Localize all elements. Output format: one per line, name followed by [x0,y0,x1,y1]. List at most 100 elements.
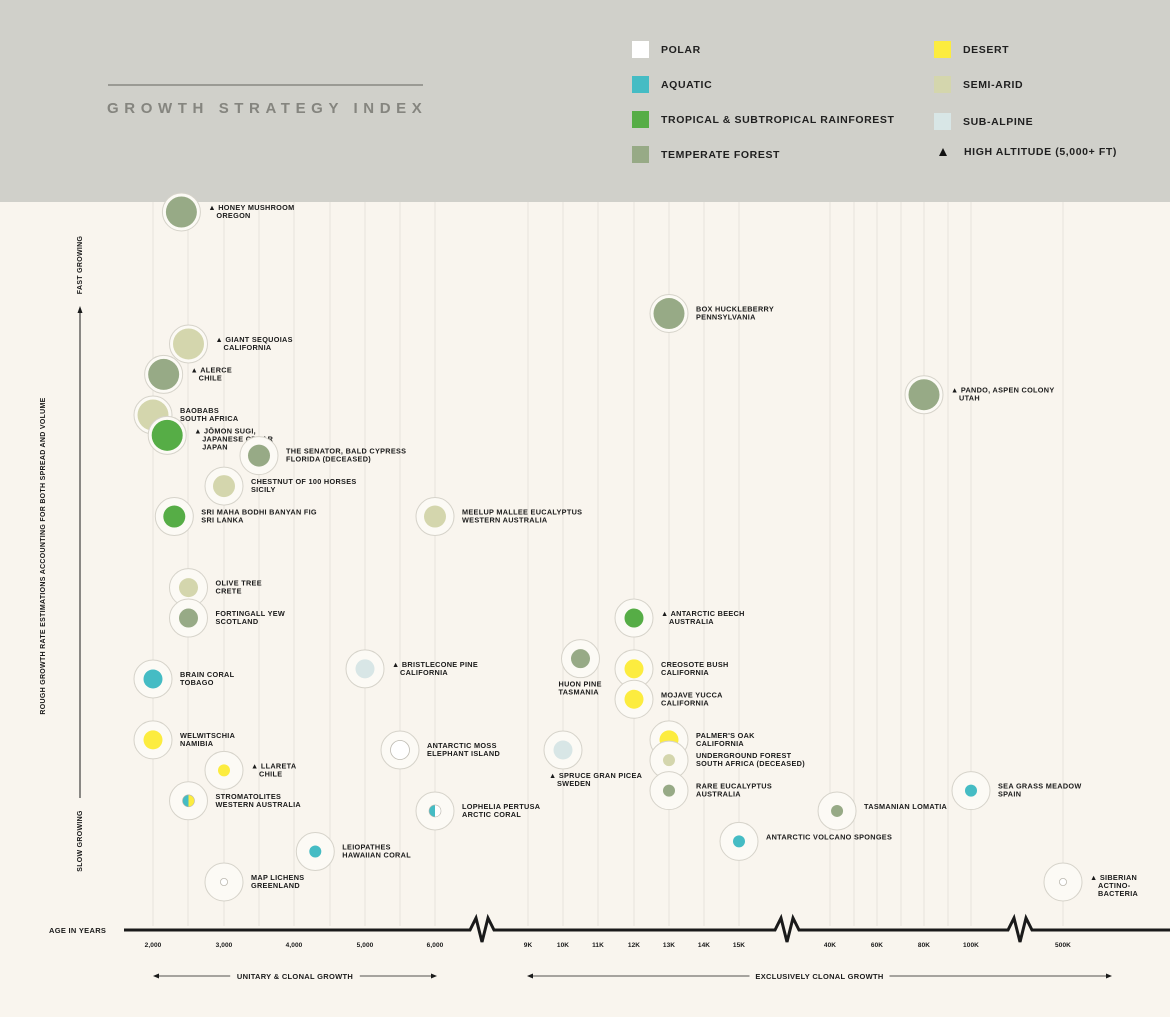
range-exclusively-clonal-label-bg [749,971,890,981]
point-label-place: UTAH [959,394,980,403]
point-label-place: SOUTH AFRICA (DECEASED) [696,759,805,768]
legend-label: SEMI-ARID [963,78,1024,91]
x-tick-label: 100K [963,942,979,949]
point-label-place: CALIFORNIA [696,739,744,748]
point-label-place: ARCTIC CORAL [462,810,521,819]
legend-item-semi-arid: SEMI-ARID [934,76,1023,93]
point-label-place: ELEPHANT ISLAND [427,749,500,758]
point-marker [624,608,644,628]
y-bottom-label: SLOW GROWING [77,810,84,872]
point-marker [965,784,977,797]
point-label-name: LOPHELIA PERTUSA [462,802,541,811]
tropical-rainforest-swatch-icon [632,111,649,128]
point-label-name: HUON PINE [559,680,602,689]
y-top-label: FAST GROWING [77,236,84,295]
data-point: TASMANIAN LOMATIA [817,791,947,831]
point-marker [165,196,197,228]
point-marker-left [429,804,435,817]
temperate-forest-swatch-icon [632,146,649,163]
point-label-place: CALIFORNIA [224,343,272,352]
point-label-name: BRAIN CORAL [180,670,235,679]
point-label-name: ANTARCTIC VOLCANO SPONGES [766,832,892,841]
point-label-name: OLIVE TREE [216,579,262,588]
point-label-place: CRETE [216,587,242,596]
point-label-place: SICILY [251,485,276,494]
point-label-name: MEELUP MALLEE EUCALYPTUS [462,508,582,517]
x-axis-label: AGE IN YEARS [49,926,106,935]
point-label-place: AUSTRALIA [669,617,714,626]
point-label-place: SOUTH AFRICA [180,414,239,423]
desert-swatch-icon [934,41,951,58]
point-marker [390,740,410,760]
point-marker [624,659,644,679]
point-marker-right [435,804,441,817]
x-tick-label: 60K [871,942,883,949]
legend-label: POLAR [661,43,701,56]
point-marker [663,784,675,797]
point-label-name: BAOBABS [180,406,219,415]
point-label-name: ▲ SPRUCE GRAN PICEA [549,771,643,780]
x-tick-label: 40K [824,942,836,949]
point-label-name: ANTARCTIC MOSS [427,741,497,750]
point-marker [1059,878,1068,887]
legend-item-desert: DESERT [934,41,1009,58]
point-label-place: SRI LANKA [201,516,244,525]
x-tick-label: 5,000 [357,942,374,949]
point-label-place: AUSTRALIA [696,790,741,799]
legend-item-high-altitude: HIGH ALTITUDE (5,000+ FT) [934,146,1117,158]
point-marker [248,444,270,467]
axes: AGE IN YEARS 2,000 3,000 4,000 5,000 6,000 9K 1… [40,236,1170,981]
point-label-place: CALIFORNIA [661,668,709,677]
x-tick-label: 6,000 [427,942,444,949]
point-label-place: JAPAN [202,442,228,451]
legend-label: TROPICAL & SUBTROPICAL RAINFOREST [661,113,895,126]
point-marker [173,328,204,360]
point-marker [163,505,186,528]
point-label-name: FORTINGALL YEW [216,609,286,618]
point-marker [424,505,446,528]
point-label-place: SPAIN [998,790,1021,799]
point-label-name: STROMATOLITES [216,792,282,801]
point-label-place: SWEDEN [557,779,591,788]
point-marker [143,730,163,750]
point-marker [653,298,685,330]
polar-swatch-icon [632,41,649,58]
x-axis-line [124,913,1170,943]
point-label-place: CALIFORNIA [661,698,709,707]
point-marker [179,578,198,598]
legend-label: HIGH ALTITUDE (5,000+ FT) [964,146,1117,158]
point-label-place: SCOTLAND [216,617,259,626]
point-marker [151,419,183,451]
point-label-place: TOBAGO [180,678,214,687]
legend-label: AQUATIC [661,78,713,91]
point-marker [571,649,590,669]
gridlines [152,202,1064,926]
point-label-name: ▲ BRISTLECONE PINE [392,660,478,669]
point-label-place: OREGON [216,211,250,220]
legend-label: SUB-ALPINE [963,115,1034,128]
legend-label: TEMPERATE FOREST [661,148,781,161]
x-tick-label: 9K [524,942,533,949]
point-label-name: MOJAVE YUCCA [661,690,723,699]
title-rule [108,84,423,86]
point-marker [143,669,163,689]
range-unitary-clonal-arrowhead-left [153,973,159,979]
x-tick-label: 10K [557,942,569,949]
legend-item-tropical-rainforest: TROPICAL & SUBTROPICAL RAINFOREST [632,111,895,128]
point-label-name: ▲ GIANT SEQUOIAS [216,335,293,344]
y-axis-arrowhead [77,306,83,313]
